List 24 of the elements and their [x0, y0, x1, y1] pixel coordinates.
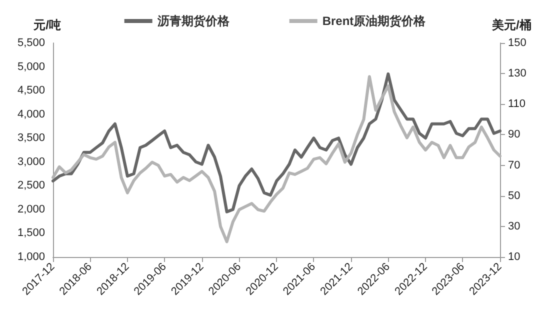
line-series — [52, 75, 502, 244]
y2-tick-label: 110 — [508, 98, 526, 110]
y2-axis-title: 美元/桶 — [491, 18, 532, 32]
line-series — [52, 72, 502, 214]
y2-tick-label: 130 — [508, 68, 526, 80]
y2-tick-label: 70 — [508, 159, 520, 172]
y2-tick-label: 150 — [508, 37, 526, 49]
y-tick-label: 5,500 — [17, 37, 45, 49]
legend-label: Brent原油期货价格 — [322, 14, 427, 28]
y-tick-label: 5,000 — [17, 60, 45, 73]
legend-label: 沥青期货价格 — [156, 14, 230, 28]
y-tick-label: 1,000 — [17, 251, 45, 263]
y2-tick-label: 90 — [508, 128, 520, 141]
y-tick-label: 2,000 — [17, 203, 45, 216]
y2-tick-label: 10 — [508, 251, 520, 263]
y-axis-title: 元/吨 — [32, 18, 61, 32]
y-tick-label: 1,500 — [17, 227, 45, 240]
y-tick-label: 3,500 — [17, 132, 45, 144]
y-tick-label: 3,000 — [17, 156, 45, 168]
y2-tick-label: 50 — [508, 190, 520, 202]
y-tick-label: 4,500 — [17, 84, 45, 97]
y2-tick-label: 30 — [508, 220, 520, 232]
y-tick-label: 4,000 — [17, 108, 45, 120]
y-tick-label: 2,500 — [17, 180, 45, 192]
